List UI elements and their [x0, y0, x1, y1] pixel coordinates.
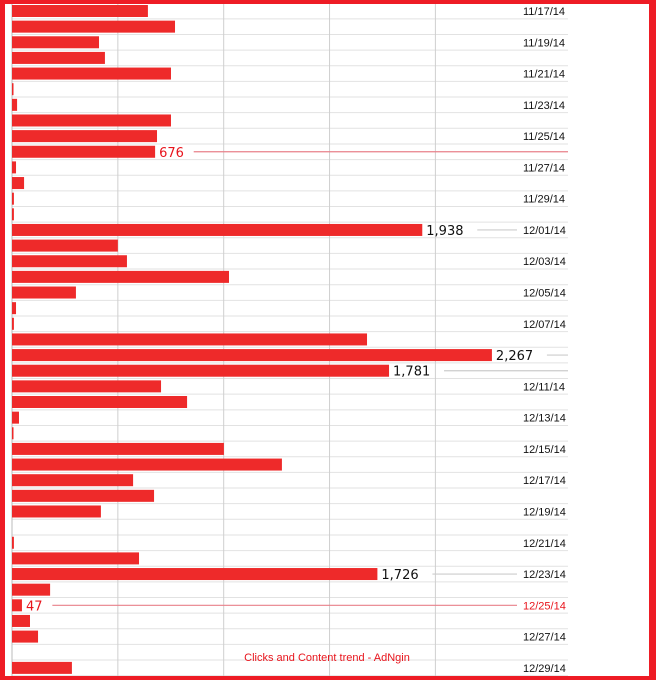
bar — [12, 599, 22, 612]
bar — [12, 505, 101, 518]
category-label: 12/11/14 — [523, 381, 565, 393]
bar — [12, 255, 127, 268]
bar — [12, 239, 118, 252]
category-label: 12/05/14 — [523, 288, 566, 300]
bar — [12, 36, 100, 49]
bar — [12, 161, 17, 174]
category-label: 12/23/14 — [523, 569, 566, 581]
category-label: 12/13/14 — [523, 413, 566, 425]
bar — [12, 51, 105, 64]
data-label: 676 — [159, 146, 184, 161]
category-label: 12/21/14 — [523, 538, 566, 550]
bar — [12, 396, 188, 408]
category-label: 11/23/14 — [523, 100, 565, 112]
bar — [12, 192, 14, 205]
category-label: 12/07/14 — [523, 319, 566, 331]
category-label: 11/19/14 — [523, 37, 565, 49]
bar — [12, 489, 155, 502]
bar — [12, 458, 282, 471]
bar — [12, 568, 378, 581]
bar — [12, 270, 229, 283]
data-label: 1,781 — [393, 365, 430, 380]
category-label: 11/21/14 — [523, 69, 565, 81]
category-label: 12/19/14 — [523, 506, 566, 518]
data-label: 1,938 — [426, 224, 463, 239]
bar — [12, 380, 162, 393]
bar — [12, 474, 134, 487]
category-label: 12/25/14 — [523, 600, 566, 612]
category-label: 12/01/14 — [523, 225, 566, 237]
bar — [12, 661, 72, 674]
category-label: 11/25/14 — [523, 131, 565, 143]
category-label: 12/03/14 — [523, 256, 566, 268]
category-label: 11/27/14 — [523, 162, 565, 174]
bar — [12, 83, 14, 96]
bar — [12, 145, 156, 158]
bar — [12, 286, 76, 299]
bar — [12, 427, 14, 440]
bar — [12, 349, 492, 362]
bar — [12, 114, 171, 127]
bar — [12, 130, 158, 143]
bar — [12, 411, 19, 424]
category-label: 11/17/14 — [523, 6, 565, 18]
data-label: 1,726 — [381, 568, 418, 583]
bar — [12, 208, 14, 221]
category-label: 12/17/14 — [523, 475, 566, 487]
bar — [12, 177, 25, 190]
bar — [12, 98, 18, 111]
data-label: 47 — [26, 599, 43, 614]
bar — [12, 536, 14, 549]
bar — [12, 20, 176, 33]
bar — [12, 442, 224, 455]
category-label: 12/15/14 — [523, 444, 566, 456]
category-label: 12/27/14 — [523, 632, 566, 644]
bar — [12, 583, 51, 596]
bar — [12, 364, 390, 377]
bar — [12, 5, 148, 17]
data-label: 2,267 — [496, 349, 533, 364]
bar — [12, 67, 171, 80]
bar — [12, 333, 368, 346]
bar — [12, 630, 39, 643]
category-label: 11/29/14 — [523, 194, 565, 206]
chart-title: Clicks and Content trend - AdNgin — [244, 652, 410, 664]
bar — [12, 302, 17, 315]
bar — [12, 614, 30, 627]
bar — [12, 223, 423, 236]
bar — [12, 552, 140, 565]
bar — [12, 317, 14, 330]
category-label: 12/29/14 — [523, 663, 566, 675]
